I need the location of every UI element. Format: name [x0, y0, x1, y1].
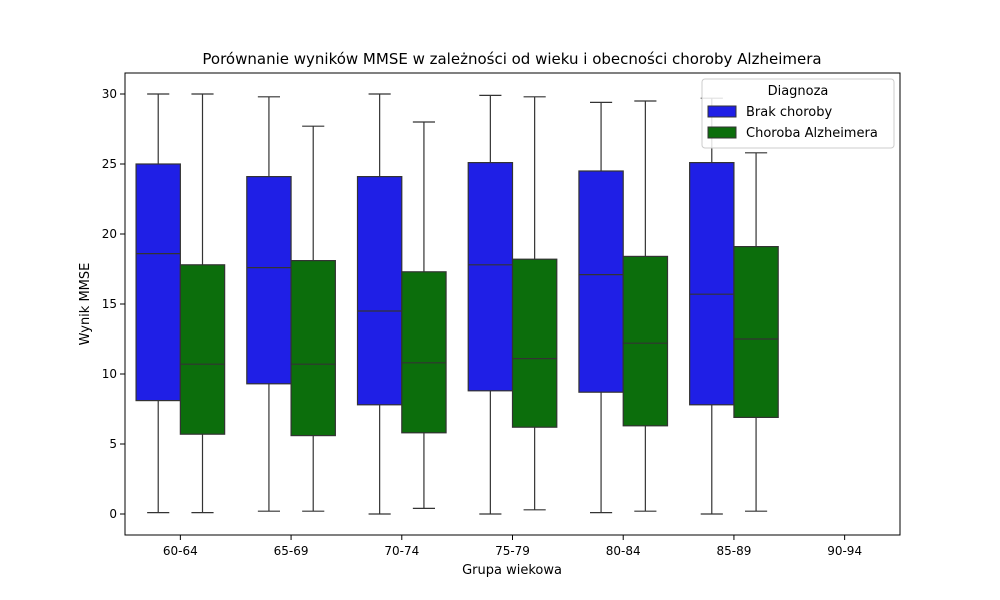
x-axis-label: Grupa wiekowa [462, 563, 562, 578]
x-tick-label: 65-69 [274, 544, 309, 558]
x-tick-label: 80-84 [606, 544, 641, 558]
y-tick-label: 15 [102, 297, 117, 311]
legend-swatch [707, 105, 737, 118]
legend-frame [701, 78, 895, 149]
box [467, 162, 514, 392]
y-tick-label: 20 [102, 227, 117, 241]
plot-area: 0 5 10 15 20 25 30 60-64 65-69 70-74 75-79 80-84 85-… [102, 87, 862, 558]
box [356, 176, 403, 406]
box [578, 170, 624, 393]
x-tick-label: 70-74 [384, 544, 419, 558]
box [622, 255, 669, 427]
legend-title: Diagnoza [768, 84, 829, 99]
box [179, 264, 226, 435]
x-tick-label: 85-89 [716, 544, 751, 558]
x-tick-label: 75-79 [495, 544, 530, 558]
legend-entry: Choroba Alzheimera [746, 126, 878, 141]
box [401, 271, 447, 434]
y-tick-label: 5 [109, 437, 117, 451]
legend: Diagnoza Brak choroby Choroba Alzheimera [701, 78, 895, 149]
y-tick-label: 30 [102, 87, 117, 101]
y-axis-label: Wynik MMSE [78, 263, 93, 346]
chart-title: Porównanie wyników MMSE w zależności od … [202, 50, 821, 68]
box [290, 260, 336, 437]
box [511, 258, 558, 428]
box [135, 163, 181, 402]
legend-entry: Brak choroby [746, 105, 832, 120]
x-tick-label: 90-94 [827, 544, 862, 558]
box [733, 246, 779, 419]
legend-swatch [707, 126, 737, 139]
y-tick-label: 10 [102, 367, 117, 381]
plot-frame [124, 72, 901, 536]
x-tick-label: 60-64 [163, 544, 198, 558]
y-tick-label: 0 [109, 507, 117, 521]
box [246, 176, 292, 385]
y-tick-label: 25 [102, 157, 117, 171]
box [689, 162, 735, 406]
